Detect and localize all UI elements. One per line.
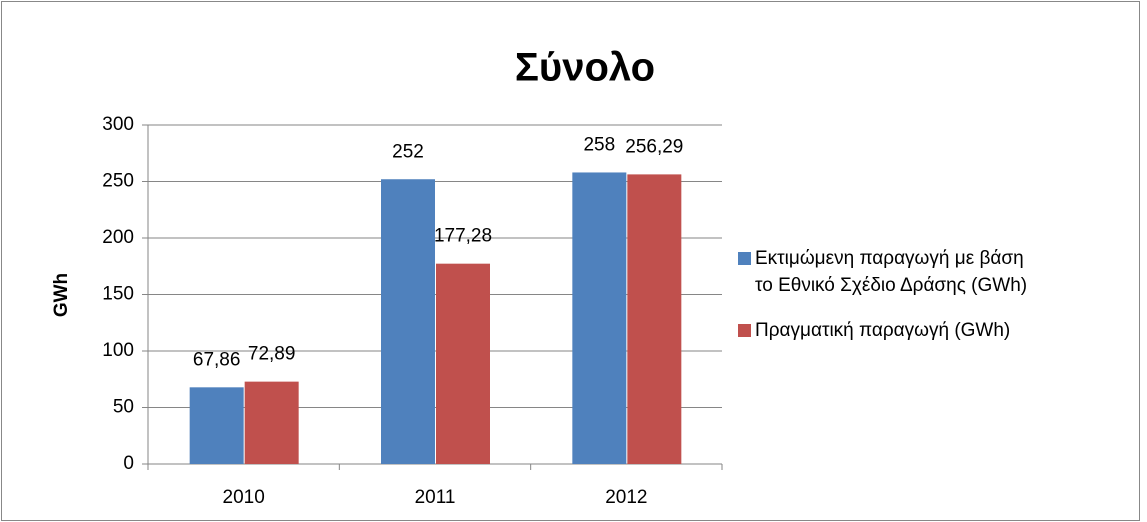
- legend-item: Εκτιμώμενη παραγωγή με βάση το Εθνικό Σχ…: [738, 245, 1138, 299]
- value-label: 256,29: [625, 136, 683, 157]
- legend-swatch: [738, 252, 751, 265]
- x-tick-label: 2012: [605, 487, 647, 508]
- legend-swatch: [738, 324, 751, 337]
- bar: [244, 381, 299, 464]
- bar: [381, 179, 435, 465]
- bar: [627, 174, 682, 464]
- y-tick-label: 250: [102, 171, 134, 192]
- value-label: 72,89: [248, 344, 296, 365]
- value-label: 177,28: [434, 226, 492, 247]
- legend-item: Πραγματική παραγωγή (GWh): [738, 317, 1138, 344]
- legend-label: Πραγματική παραγωγή (GWh): [755, 320, 1011, 341]
- y-tick-label: 200: [102, 227, 134, 248]
- y-tick-label: 50: [113, 397, 134, 418]
- bar: [436, 263, 490, 464]
- value-label: 252: [392, 141, 424, 162]
- value-label: 258: [583, 134, 615, 155]
- y-tick-label: 100: [102, 340, 134, 361]
- legend-label: Εκτιμώμενη παραγωγή με βάση το Εθνικό Σχ…: [755, 248, 1028, 296]
- x-tick-label: 2011: [415, 487, 456, 508]
- y-tick-label: 0: [123, 453, 134, 474]
- bar: [572, 172, 627, 464]
- value-label: 67,86: [193, 349, 241, 370]
- y-axis-label: GWh: [51, 273, 72, 317]
- y-tick-label: 300: [102, 114, 134, 135]
- chart-title: Σύνολο: [515, 46, 655, 90]
- bar: [189, 387, 244, 464]
- x-tick-label: 2010: [223, 487, 265, 508]
- y-tick-label: 150: [102, 284, 134, 305]
